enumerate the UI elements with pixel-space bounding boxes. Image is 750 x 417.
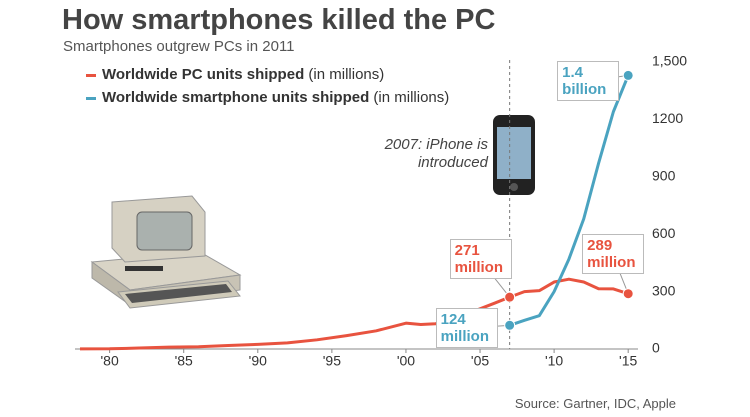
legend-swatch [86, 96, 96, 100]
x-tick-label: '10 [545, 353, 563, 369]
legend-entry: Worldwide PC units shipped (in millions) [86, 66, 384, 83]
y-tick-label: 300 [652, 282, 676, 298]
legend-unit: (in millions) [373, 89, 450, 106]
x-tick-label: '90 [249, 353, 267, 369]
y-tick-label: 1200 [652, 110, 683, 126]
data-label: 1.4 billion [557, 61, 620, 102]
x-tick-label: '00 [397, 353, 415, 369]
data-label: 271 million [449, 239, 512, 280]
point-marker [504, 319, 516, 331]
point-marker [504, 291, 516, 303]
data-label: 289 million [582, 233, 645, 274]
x-tick-label: '95 [323, 353, 341, 369]
x-tick-label: '80 [101, 353, 119, 369]
legend-label: Worldwide PC units shipped [102, 66, 305, 83]
y-tick-label: 600 [652, 225, 676, 241]
annotation: 2007: iPhone is introduced [384, 136, 488, 171]
y-tick-label: 0 [652, 340, 660, 356]
computer-illustration [90, 195, 242, 309]
x-tick-label: '05 [471, 353, 489, 369]
legend-swatch [86, 73, 96, 77]
point-marker [622, 288, 634, 300]
iphone-illustration [493, 115, 535, 195]
source-note: Source: Gartner, IDC, Apple [514, 396, 676, 411]
chart-title: How smartphones killed the PC [62, 4, 496, 36]
legend-label: Worldwide smartphone units shipped [102, 89, 370, 106]
x-tick-label: '15 [619, 353, 637, 369]
point-marker [622, 69, 634, 81]
chart-subtitle: Smartphones outgrew PCs in 2011 [63, 38, 295, 55]
y-tick-label: 900 [652, 168, 676, 184]
x-tick-label: '85 [175, 353, 193, 369]
data-label: 124 million [435, 308, 498, 349]
legend-unit: (in millions) [308, 66, 385, 83]
series-line [79, 277, 629, 351]
series-line [509, 74, 630, 327]
y-tick-label: 1,500 [652, 53, 687, 69]
legend-entry: Worldwide smartphone units shipped (in m… [86, 89, 449, 106]
